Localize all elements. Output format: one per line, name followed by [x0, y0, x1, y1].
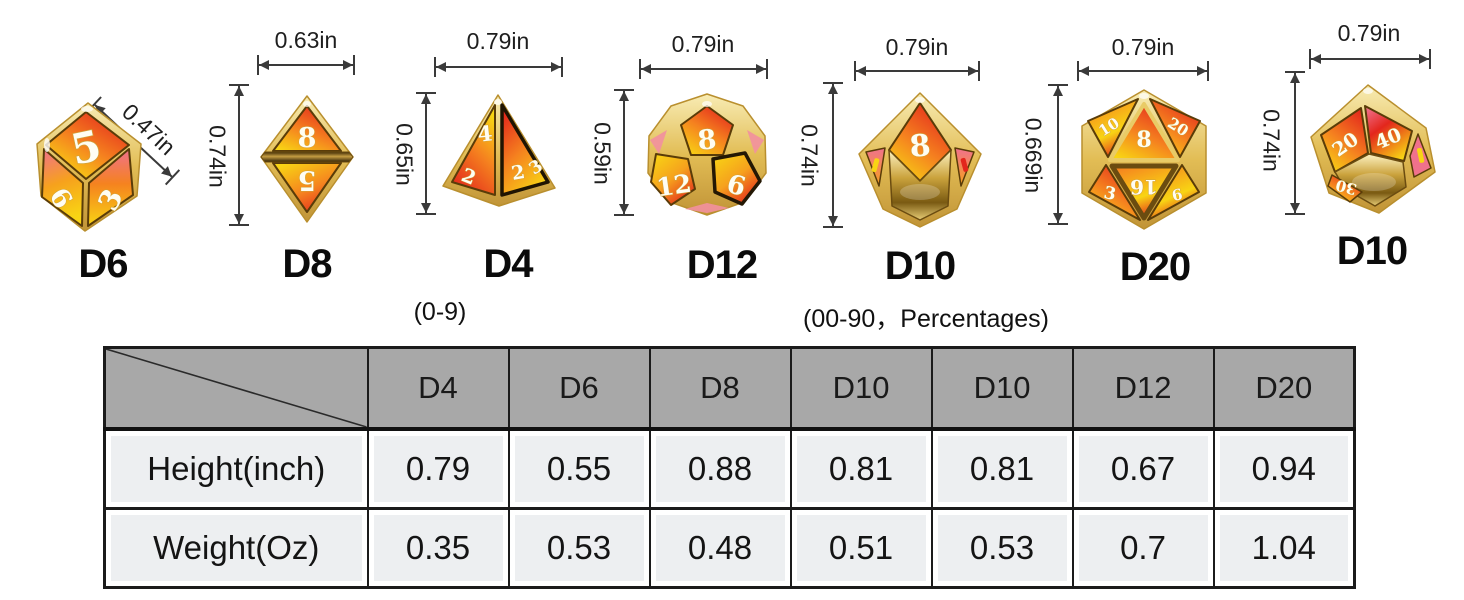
svg-text:5: 5 [298, 164, 317, 195]
svg-text:6: 6 [723, 169, 748, 203]
d12-height-dimension-label: 0.59in [589, 122, 616, 185]
d20-width-dimension-label: 0.79in [1111, 34, 1175, 60]
d12-height-dimension-arrow [614, 89, 634, 216]
d10p-die-image: 40 20 30 [1310, 84, 1436, 214]
weight-d20: 1.04 [1212, 507, 1356, 589]
d12-die-image: 8 12 6 [647, 93, 767, 216]
d6-name-label: D6 [78, 242, 128, 286]
svg-text:3: 3 [1102, 183, 1118, 205]
d10p-width-dimension-label: 0.79in [1337, 20, 1401, 46]
column-header-d6: D6 [507, 346, 651, 431]
d10-height-dimension-arrow [823, 82, 843, 228]
weight-d10-2: 0.53 [930, 507, 1074, 589]
column-header-d8: D8 [648, 346, 792, 431]
height-d12: 0.67 [1071, 428, 1215, 510]
table-corner-cell [103, 346, 369, 431]
percentile-annotation: (00-90，Percentages) [803, 305, 1049, 333]
d6-die-image: 5 6 3 [36, 102, 142, 232]
d8-height-dimension-arrow [229, 84, 249, 226]
d4-height-dimension-arrow [416, 92, 436, 215]
weight-d8: 0.48 [648, 507, 792, 589]
height-d20: 0.94 [1212, 428, 1356, 510]
d10p-name-label: D10 [1336, 229, 1408, 273]
d12-name-label: D12 [686, 243, 758, 287]
d20-die-image: 8 16 10 20 3 6 [1081, 89, 1207, 230]
table-header-row: D4 D6 D8 D10 D10 D12 D20 [103, 346, 1356, 431]
d4-width-dimension-label: 0.79in [466, 28, 530, 54]
d10-height-dimension-label: 0.74in [796, 124, 823, 187]
d8-height-dimension-label: 0.74in [204, 125, 231, 188]
column-header-d10: D10 [789, 346, 933, 431]
height-d4: 0.79 [366, 428, 510, 510]
column-header-d10-2: D10 [930, 346, 1074, 431]
weight-d12: 0.7 [1071, 507, 1215, 589]
svg-text:8: 8 [298, 123, 317, 154]
single-digit-annotation: (0-9) [413, 298, 467, 326]
column-header-d12: D12 [1071, 346, 1215, 431]
d4-die-image: 4 2 2 3 [442, 94, 556, 207]
table-row-weight: Weight(Oz) 0.35 0.53 0.48 0.51 0.53 0.7 … [103, 507, 1356, 589]
d20-height-dimension-arrow [1048, 84, 1068, 225]
svg-text:8: 8 [908, 128, 932, 165]
tick [164, 169, 181, 186]
d12-width-dimension-arrow [639, 59, 768, 79]
column-header-d20: D20 [1212, 346, 1356, 431]
d10-name-label: D10 [884, 244, 956, 288]
d20-height-dimension-label: 0.669in [1020, 117, 1047, 194]
d10p-height-dimension-arrow [1285, 71, 1305, 215]
svg-text:8: 8 [1136, 127, 1151, 153]
weight-d4: 0.35 [366, 507, 510, 589]
row-label-weight: Weight(Oz) [103, 507, 369, 589]
d10-width-dimension-arrow [854, 61, 980, 81]
d8-width-dimension-label: 0.63in [274, 27, 338, 53]
diagonal-line [106, 349, 367, 427]
svg-text:6: 6 [1170, 185, 1184, 205]
weight-d10: 0.51 [789, 507, 933, 589]
d10-die-image: 8 [858, 92, 982, 228]
d20-name-label: D20 [1119, 245, 1191, 289]
d20-width-dimension-arrow [1077, 61, 1209, 81]
d12-width-dimension-label: 0.79in [671, 31, 735, 57]
height-d6: 0.55 [507, 428, 651, 510]
d4-width-dimension-arrow [434, 57, 563, 77]
svg-text:2: 2 [510, 161, 527, 185]
svg-text:30: 30 [1334, 176, 1359, 199]
row-label-height: Height(inch) [103, 428, 369, 510]
svg-text:4: 4 [476, 120, 493, 146]
height-d8: 0.88 [648, 428, 792, 510]
d10p-height-dimension-label: 0.74in [1258, 109, 1285, 172]
d8-die-image: 8 5 [260, 95, 354, 223]
d4-height-dimension-label: 0.65in [391, 123, 418, 186]
height-d10-2: 0.81 [930, 428, 1074, 510]
d8-width-dimension-arrow [257, 55, 355, 75]
d10p-width-dimension-arrow [1309, 49, 1431, 69]
d4-name-label: D4 [483, 242, 533, 286]
table-row-height: Height(inch) 0.79 0.55 0.88 0.81 0.81 0.… [103, 428, 1356, 510]
height-d10: 0.81 [789, 428, 933, 510]
weight-d6: 0.53 [507, 507, 651, 589]
svg-text:12: 12 [655, 169, 693, 203]
column-header-d4: D4 [366, 346, 510, 431]
svg-text:16: 16 [1130, 175, 1158, 199]
svg-text:8: 8 [696, 124, 717, 157]
spec-table: D4 D6 D8 D10 D10 D12 D20 Height(inch) 0.… [103, 346, 1356, 589]
d10-width-dimension-label: 0.79in [885, 34, 949, 60]
d8-name-label: D8 [282, 242, 332, 286]
